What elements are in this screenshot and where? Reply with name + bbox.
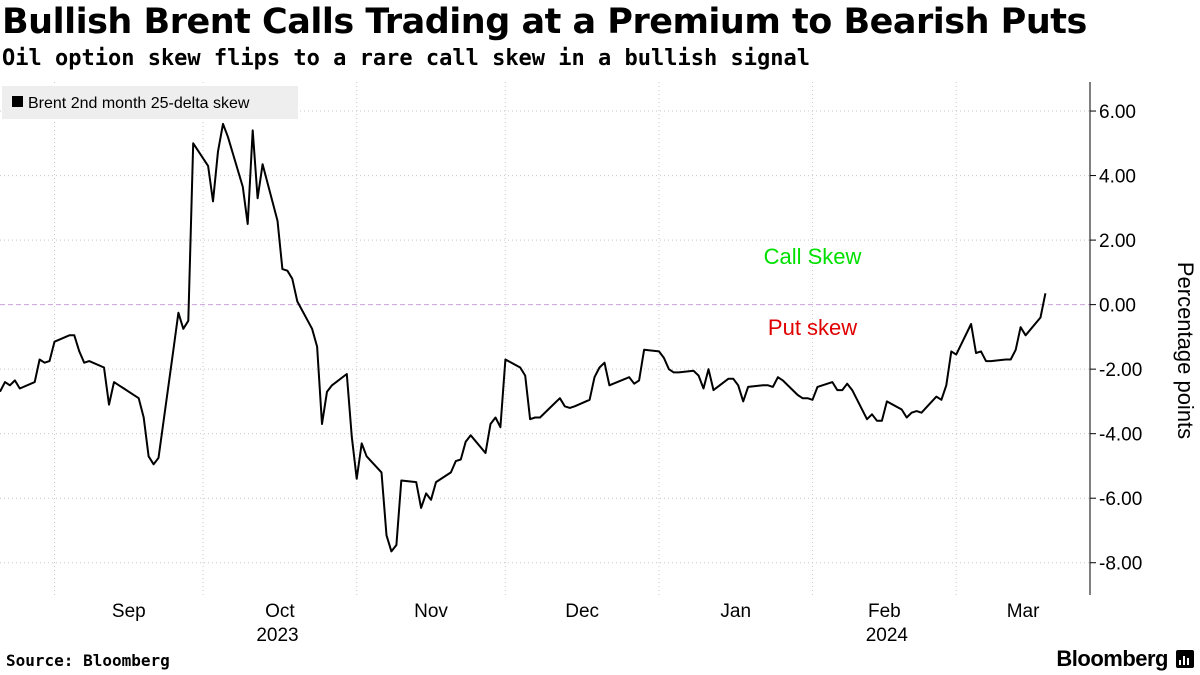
x-tick-label: Jan <box>720 601 751 622</box>
y-tick-label: -6.00 <box>1099 489 1142 510</box>
x-axis: Sep Oct Nov Dec Jan Feb Mar 2023 2024 <box>112 601 1040 646</box>
y-tick-label: 6.00 <box>1099 102 1136 123</box>
legend-box <box>2 86 298 119</box>
x-year-label: 2024 <box>866 625 909 646</box>
x-year-label: 2023 <box>256 625 298 646</box>
series <box>0 122 1047 553</box>
x-tick-label: Dec <box>565 601 599 622</box>
legend: Brent 2nd month 25-delta skew <box>2 86 298 119</box>
x-tick-label: Sep <box>112 601 146 622</box>
bloomberg-chart-icon <box>1176 650 1194 668</box>
grid <box>0 82 1090 595</box>
chart-subtitle: Oil option skew flips to a rare call ske… <box>2 46 810 71</box>
y-axis: 6.00 4.00 2.00 0.00 -2.00 -4.00 -6.00 -8.00 Perc… <box>1089 82 1198 595</box>
source-note: Source: Bloomberg <box>6 651 170 670</box>
y-tick-label: -2.00 <box>1099 360 1142 381</box>
bloomberg-logo: Bloomberg <box>1056 646 1168 671</box>
y-tick-label: 4.00 <box>1099 167 1136 188</box>
y-tick-label: -8.00 <box>1099 554 1142 575</box>
x-tick-label: Oct <box>265 601 295 622</box>
legend-label: Brent 2nd month 25-delta skew <box>28 95 250 112</box>
series-line <box>0 122 1047 553</box>
x-tick-label: Feb <box>868 601 901 622</box>
x-tick-label: Nov <box>414 601 448 622</box>
annotation-put-skew: Put skew <box>768 315 857 340</box>
legend-swatch <box>12 96 23 107</box>
y-tick-label: 0.00 <box>1099 296 1136 317</box>
y-tick-label: -4.00 <box>1099 425 1142 446</box>
x-tick-label: Mar <box>1007 601 1040 622</box>
annotation-call-skew: Call Skew <box>764 244 862 269</box>
y-tick-label: 2.00 <box>1099 231 1136 252</box>
y-axis-title: Percentage points <box>1173 262 1198 439</box>
annotations: Call Skew Put skew <box>764 244 862 340</box>
chart-title: Bullish Brent Calls Trading at a Premium… <box>2 2 1087 42</box>
